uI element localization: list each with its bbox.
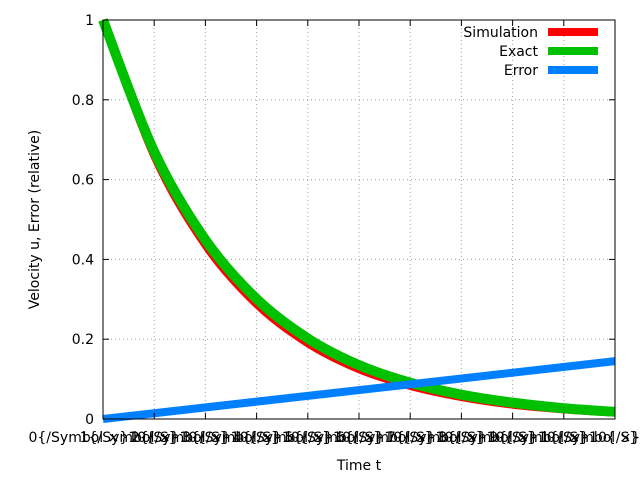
legend-label-simulation: Simulation xyxy=(463,25,538,41)
x-tick-label: 9{/Symbol ×}10{/S} xyxy=(489,430,638,446)
x-tick-label: 2{/Symbol ×}10{/S} xyxy=(131,430,280,446)
legend-label-error: Error xyxy=(504,63,538,79)
x-tick-label: 3{/Symbol ×}10{/S} xyxy=(182,430,331,446)
plot-frame xyxy=(102,19,616,420)
ticks: 00.20.40.60.810{/Symbol ×}10{/S}1{/Symbo… xyxy=(28,13,640,446)
x-tick-label: 6{/Symbol ×}10{/S} xyxy=(336,430,485,446)
legend-label-exact: Exact xyxy=(499,44,538,60)
y-tick-label: 0.8 xyxy=(72,93,94,109)
y-tick-label: 1 xyxy=(85,13,94,29)
x-tick-label: 5{/Symbol ×}10{/S} xyxy=(284,430,433,446)
series-group xyxy=(98,18,616,423)
x-tick-label: 7{/Symbol ×}10{/S} xyxy=(387,430,536,446)
legend: Simulation Exact Error xyxy=(463,25,598,79)
y-tick-label: 0.6 xyxy=(72,173,94,189)
series-line-error xyxy=(102,357,616,423)
y-tick-label: 0 xyxy=(85,412,94,428)
x-tick-label: 0{/Symbol ×}10{/S} xyxy=(28,430,177,446)
x-tick-label: 1{/Symbol ×}10{/S} xyxy=(540,430,640,446)
series-line-exact xyxy=(98,18,616,417)
x-tick-label: 1{/Symbol ×}10{/S} xyxy=(80,430,229,446)
grid xyxy=(103,20,615,419)
x-axis-label: Time t xyxy=(336,458,382,474)
y-axis-label: Velocity u, Error (relative) xyxy=(27,130,43,309)
y-tick-label: 0.4 xyxy=(72,252,94,268)
x-tick-label: 8{/Symbol ×}10{/S} xyxy=(438,430,587,446)
y-tick-label: 0.2 xyxy=(72,332,94,348)
x-tick-label: 4{/Symbol ×}10{/S} xyxy=(233,430,382,446)
